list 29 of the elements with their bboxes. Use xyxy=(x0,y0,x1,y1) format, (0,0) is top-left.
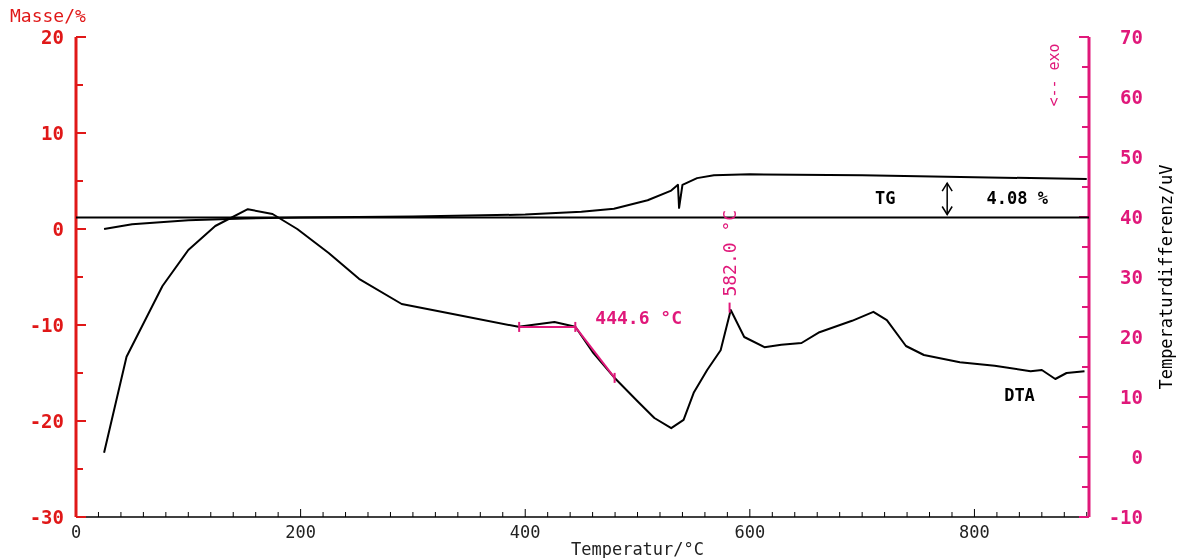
y2-tick-label: 60 xyxy=(1120,86,1143,108)
x-tick-label: 600 xyxy=(734,522,766,542)
y2-tick-label: 70 xyxy=(1120,26,1143,48)
series-label: TG xyxy=(874,188,896,209)
y-tick-label: -10 xyxy=(29,314,64,336)
annotation: 4.08 % xyxy=(986,188,1049,209)
x-tick-label: 0 xyxy=(70,522,82,542)
y2-tick-label: -10 xyxy=(1108,506,1143,528)
x-tick-label: 400 xyxy=(509,522,541,542)
y2-tick-label: 10 xyxy=(1120,386,1143,408)
series-label: DTA xyxy=(1004,385,1035,406)
y-tick-label: 0 xyxy=(52,218,64,240)
y-tick-label: -30 xyxy=(29,506,64,528)
x-tick-label: 200 xyxy=(285,522,316,542)
y2-axis-title: Temperaturdifferenz/uV xyxy=(1156,164,1176,390)
y2-tick-label: 30 xyxy=(1120,266,1143,288)
y2-tick-label: 50 xyxy=(1120,146,1143,168)
annotation: <-- exo xyxy=(1044,43,1063,107)
y2-tick-label: 40 xyxy=(1120,206,1143,228)
x-tick-label: 800 xyxy=(959,522,990,542)
y-tick-label: 10 xyxy=(41,122,64,144)
y-axis-title: Masse/% xyxy=(10,5,87,26)
y-tick-label: -20 xyxy=(29,410,64,432)
y-tick-label: 20 xyxy=(41,26,64,48)
y2-tick-label: 0 xyxy=(1131,446,1143,468)
x-axis-title: Temperatur/°C xyxy=(570,539,705,558)
y2-tick-label: 20 xyxy=(1120,326,1143,348)
annotation: 582.0 °C xyxy=(718,209,740,297)
annotation: 444.6 °C xyxy=(595,306,683,328)
